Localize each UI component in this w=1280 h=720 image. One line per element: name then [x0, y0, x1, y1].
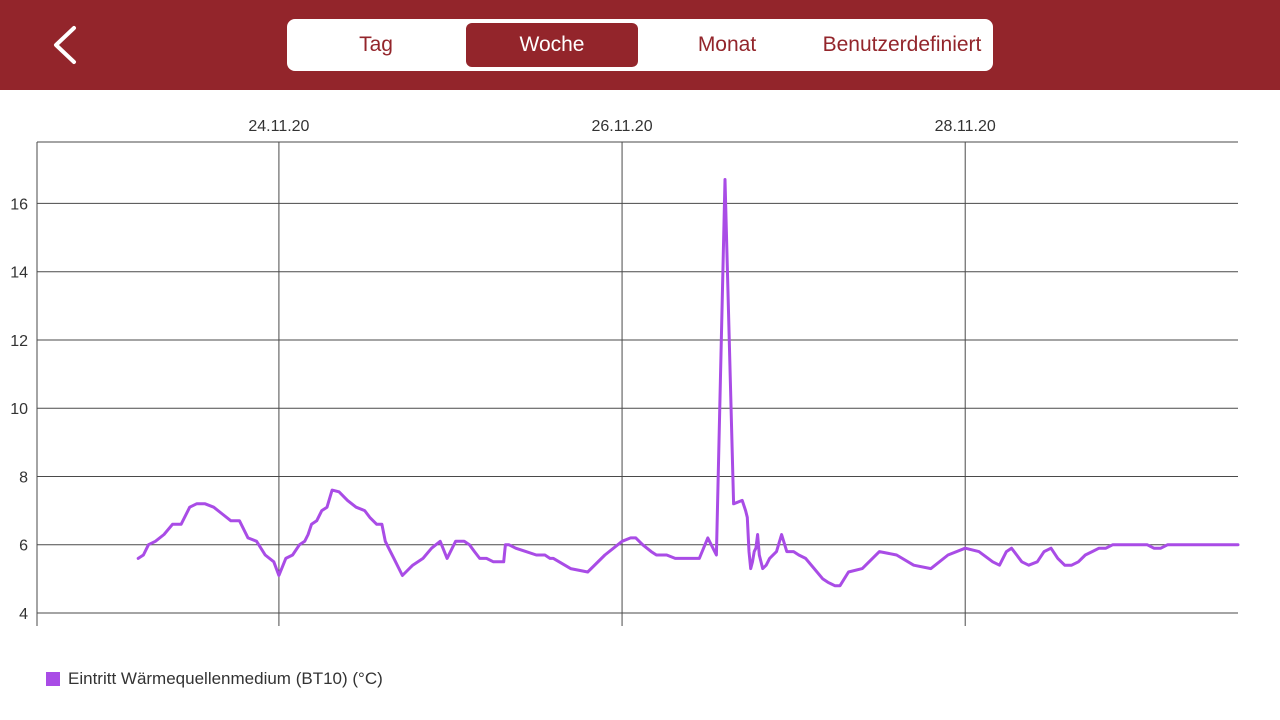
tab-woche[interactable]: Woche	[466, 23, 638, 67]
tab-monat[interactable]: Monat	[697, 33, 757, 56]
legend-label: Eintritt Wärmequellenmedium (BT10) (°C)	[68, 669, 383, 688]
y-tick-label: 6	[19, 538, 28, 555]
range-segmented-control: Tag Woche Monat Benutzerdefiniert	[287, 19, 993, 71]
y-tick-label: 4	[19, 606, 28, 623]
y-tick-label: 14	[10, 265, 28, 282]
legend-swatch	[46, 672, 60, 686]
tab-benutzerdefiniert[interactable]: Benutzerdefiniert	[822, 33, 982, 56]
series-line	[136, 178, 1240, 588]
temperature-line-chart: 4 6 8 10 12 14 16 24.11.20 26.11.20 28.11.20	[10, 118, 1240, 626]
top-bar: Tag Woche Monat Benutzerdefiniert	[0, 0, 1280, 90]
chart-legend: Eintritt Wärmequellenmedium (BT10) (°C)	[46, 668, 383, 690]
y-tick-label: 12	[10, 333, 28, 350]
x-tick-label: 28.11.20	[935, 118, 996, 135]
x-tick-label: 24.11.20	[248, 118, 309, 135]
back-button[interactable]	[44, 20, 92, 70]
y-tick-label: 10	[10, 401, 28, 418]
x-tick-label: 26.11.20	[592, 118, 653, 135]
y-tick-label: 16	[10, 196, 28, 213]
y-tick-label: 8	[19, 469, 28, 486]
tab-tag[interactable]: Tag	[359, 33, 393, 56]
chevron-left-icon	[54, 26, 76, 64]
